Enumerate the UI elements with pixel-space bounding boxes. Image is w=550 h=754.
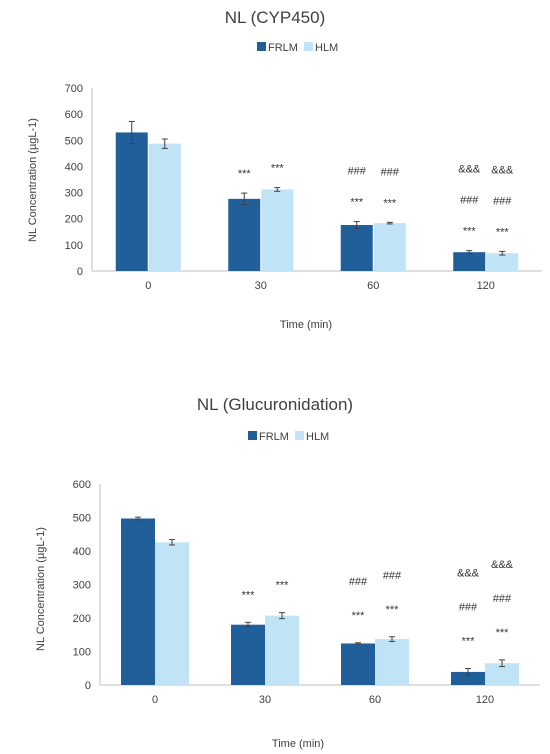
y-tick-label: 0 <box>85 680 91 692</box>
legend-label-hlm: HLM <box>315 42 338 54</box>
y-tick-label: 600 <box>73 479 91 491</box>
x-tick-label: 0 <box>145 280 151 292</box>
bar-hlm <box>486 253 519 271</box>
y-tick-label: 300 <box>73 580 91 592</box>
significance-label: &&& <box>457 568 480 580</box>
y-tick-label: 200 <box>65 214 83 226</box>
chart-glucuronidation: NL (Glucuronidation) FRLM HLM NL Concent… <box>35 395 540 750</box>
significance-label: ### <box>460 195 479 207</box>
x-tick-label: 30 <box>259 694 271 706</box>
y-tick-label: 200 <box>73 613 91 625</box>
x-tick-label: 120 <box>477 280 495 292</box>
legend-swatch-frlm <box>257 42 266 51</box>
chart-title: NL (CYP450) <box>225 8 325 27</box>
bar-hlm <box>148 143 181 271</box>
y-axis-label: NL Concentration (µgL-1) <box>27 118 39 242</box>
significance-label: ### <box>459 602 478 614</box>
x-tick-label: 60 <box>367 280 379 292</box>
significance-label: ### <box>493 195 512 207</box>
bar-frlm <box>451 671 485 685</box>
y-tick-label: 500 <box>65 135 83 147</box>
y-tick-label: 400 <box>65 161 83 173</box>
significance-label: &&& <box>491 559 514 571</box>
x-axis-label: Time (min) <box>280 319 332 331</box>
significance-label: ### <box>349 576 368 588</box>
significance-label: ### <box>348 166 367 178</box>
bar-frlm <box>121 518 155 685</box>
significance-label: *** <box>386 604 400 616</box>
significance-label: ### <box>383 570 402 582</box>
legend-label-hlm: HLM <box>306 431 329 443</box>
bar-hlm <box>485 663 519 685</box>
x-tick-label: 0 <box>152 694 158 706</box>
legend-swatch-hlm <box>304 42 313 51</box>
bar-frlm <box>231 624 265 685</box>
x-tick-label: 30 <box>255 280 267 292</box>
x-axis-label: Time (min) <box>272 738 324 750</box>
significance-label: *** <box>350 197 364 209</box>
chart-cyp450: NL (CYP450) FRLM HLM NL Concentration (µ… <box>27 8 542 331</box>
legend-label-frlm: FRLM <box>259 431 289 443</box>
y-tick-label: 0 <box>77 266 83 278</box>
bar-frlm <box>228 198 261 271</box>
y-tick-label: 400 <box>73 546 91 558</box>
significance-label: &&& <box>491 164 514 176</box>
bar-frlm <box>340 224 373 271</box>
legend-swatch-frlm <box>248 431 257 440</box>
bar-hlm <box>155 542 189 685</box>
y-axis-label: NL Concentration (µgL-1) <box>35 527 47 651</box>
bar-frlm <box>453 252 486 271</box>
plot-area: 0 100 200 300 400 500 600 0 30 *** *** 60 *** ### *** #… <box>73 479 540 706</box>
y-tick-label: 500 <box>73 513 91 525</box>
bar-frlm <box>341 643 375 685</box>
significance-label: ### <box>493 593 512 605</box>
x-tick-label: 120 <box>476 694 494 706</box>
significance-label: *** <box>271 163 285 175</box>
significance-label: *** <box>383 197 397 209</box>
significance-label: *** <box>238 168 252 180</box>
y-tick-label: 300 <box>65 188 83 200</box>
chart-title: NL (Glucuronidation) <box>197 395 353 414</box>
legend-swatch-hlm <box>295 431 304 440</box>
significance-label: *** <box>462 636 476 648</box>
bar-hlm <box>261 189 294 271</box>
significance-label: *** <box>276 580 290 592</box>
significance-label: *** <box>496 226 510 238</box>
plot-area: 0 100 200 300 400 500 600 700 0 30 *** *** 60 *** ### *… <box>65 83 542 292</box>
y-tick-label: 100 <box>65 240 83 252</box>
significance-label: *** <box>496 627 510 639</box>
legend-label-frlm: FRLM <box>268 42 298 54</box>
y-tick-label: 100 <box>73 647 91 659</box>
significance-label: *** <box>242 589 256 601</box>
bar-hlm <box>375 639 409 685</box>
x-tick-label: 60 <box>369 694 381 706</box>
bar-hlm <box>265 615 299 685</box>
bar-hlm <box>373 223 406 271</box>
significance-label: &&& <box>458 164 481 176</box>
y-tick-label: 700 <box>65 83 83 95</box>
significance-label: *** <box>463 226 477 238</box>
y-tick-label: 600 <box>65 109 83 121</box>
bar-frlm <box>115 132 148 271</box>
significance-label: *** <box>352 610 366 622</box>
significance-label: ### <box>381 166 400 178</box>
